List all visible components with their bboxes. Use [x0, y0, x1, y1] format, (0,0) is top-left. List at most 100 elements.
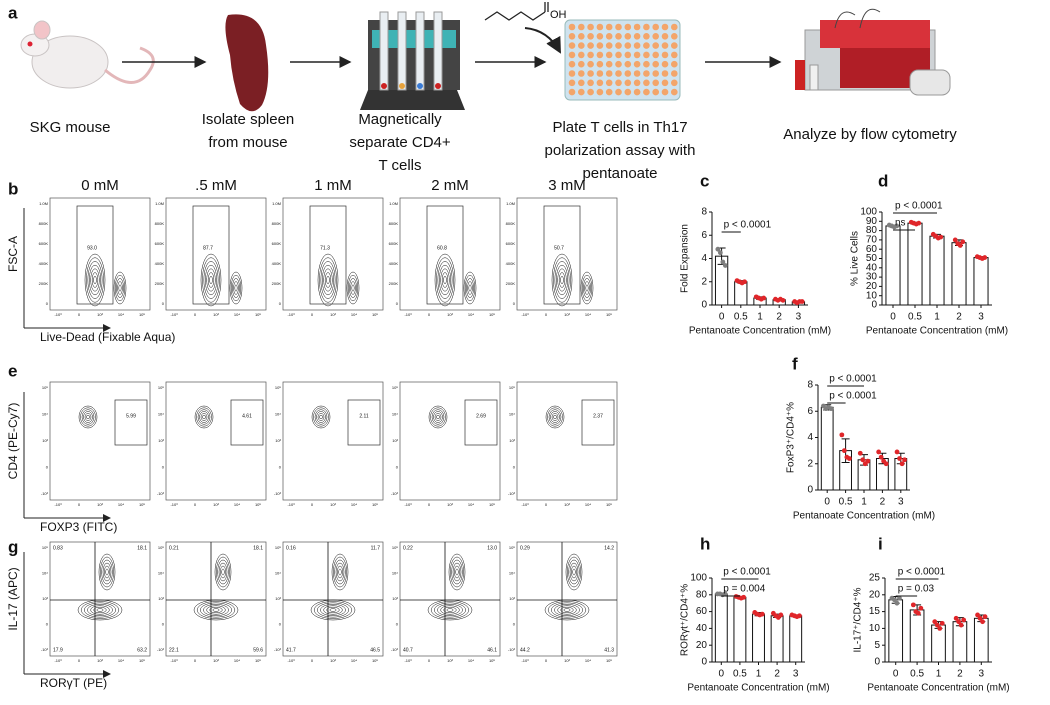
y-tick-label: 0	[701, 657, 707, 668]
well	[643, 23, 650, 31]
x-tick-label: 10³	[213, 312, 219, 317]
x-tick-label: 0	[545, 502, 548, 507]
well	[587, 79, 594, 87]
plot-frame	[282, 197, 384, 311]
contour	[221, 568, 225, 576]
y-tick-label: 40	[866, 262, 878, 273]
contour	[584, 281, 590, 295]
y-tick-label: 60	[866, 244, 878, 255]
well	[587, 60, 594, 68]
data-point	[778, 612, 784, 618]
contour	[206, 605, 226, 615]
panel-letter: d	[878, 171, 888, 190]
well	[615, 88, 622, 96]
y-tick-label: 0	[513, 622, 516, 627]
well	[578, 79, 585, 87]
well	[596, 79, 604, 87]
quadrant-label: 0.29	[520, 545, 530, 551]
contour	[551, 413, 559, 421]
data-point	[938, 234, 944, 240]
y-tick-label: 600K	[389, 241, 399, 246]
well	[633, 42, 641, 49]
y-tick-label: 600K	[39, 241, 49, 246]
x-tick-label: 10³	[447, 502, 453, 507]
contour	[233, 281, 239, 295]
contour	[98, 553, 116, 591]
y-tick-label: 0	[396, 465, 399, 470]
contour	[229, 271, 243, 305]
contour	[200, 253, 222, 307]
contour	[436, 414, 440, 420]
contour	[349, 278, 357, 298]
quadrant-label: 14.2	[604, 545, 614, 551]
y-tick-label: 0	[46, 301, 49, 306]
well	[652, 60, 659, 68]
well	[643, 88, 650, 96]
contour	[91, 272, 99, 288]
contour	[117, 281, 123, 295]
data-point	[937, 626, 943, 631]
contour	[196, 601, 236, 619]
x-tick-label: 1	[936, 669, 942, 680]
well	[624, 60, 632, 68]
contour	[565, 553, 583, 591]
y-axis-label: FoxP3⁺/CD4⁺%	[786, 402, 797, 473]
data-point	[892, 597, 897, 603]
y-tick-label: -10³	[41, 647, 49, 652]
gate-label: 4.61	[242, 413, 252, 419]
contour	[313, 601, 353, 619]
x-tick-label: 10⁴	[234, 658, 240, 663]
y-tick-label: -10³	[157, 491, 165, 496]
x-tick-label: 2	[956, 312, 962, 323]
well	[578, 60, 585, 68]
data-point	[952, 237, 958, 243]
y-tick-label: 200K	[272, 281, 282, 286]
y-tick-label: 1.0M	[506, 201, 515, 206]
x-axis-label: Pentanoate Concentration (mM)	[793, 511, 935, 522]
gate	[543, 205, 581, 305]
step-label: Plate T cells in Th17	[552, 119, 687, 136]
y-tick-label: 10⁴	[392, 412, 398, 417]
y-axis-label: % Live Cells	[850, 231, 861, 286]
contour	[346, 271, 360, 305]
data-point	[916, 220, 922, 226]
x-tick-label: 10⁴	[118, 312, 124, 317]
panel-letter: f	[792, 354, 798, 373]
y-tick-label: 6	[807, 406, 813, 417]
y-tick-label: 10³	[392, 438, 398, 443]
well	[643, 79, 650, 87]
x-tick-label: -10³	[170, 502, 178, 507]
y-tick-label: 10³	[392, 596, 398, 601]
contour	[80, 601, 120, 619]
flow-panels: b FSC-A Live-Dead (Fixable Aqua) 0 mM 1.0M 80…	[6, 177, 618, 690]
contour	[548, 409, 562, 425]
y-tick-label: 10⁵	[158, 545, 164, 550]
plot-frame	[516, 541, 618, 657]
data-point	[897, 456, 902, 461]
well	[652, 33, 659, 40]
y-axis-label: IL-17⁺/CD4⁺%	[853, 587, 864, 652]
y-tick-label: 10	[866, 290, 878, 301]
well	[615, 70, 622, 77]
quadrant-label: 0.21	[169, 545, 179, 551]
well	[633, 23, 641, 31]
data-point	[894, 600, 900, 606]
x-axis-label: Pentanoate Concentration (mM)	[866, 326, 1008, 337]
data-point	[902, 457, 907, 463]
gate	[464, 399, 498, 446]
step-label: T cells	[378, 157, 421, 174]
workflow-graphics	[20, 2, 951, 112]
plot-frame	[282, 541, 384, 657]
contour	[194, 405, 214, 429]
y-tick-label: 6	[701, 230, 707, 241]
well	[661, 70, 669, 77]
contour	[90, 605, 110, 615]
x-tick-label: 0	[824, 497, 830, 508]
well	[615, 60, 622, 68]
contour	[207, 272, 215, 288]
contour	[351, 284, 355, 292]
axis-arrows	[23, 552, 110, 674]
quadrant-label: 0.83	[53, 545, 63, 551]
y-tick-label: 0	[807, 485, 813, 496]
plot-frame	[399, 197, 501, 311]
